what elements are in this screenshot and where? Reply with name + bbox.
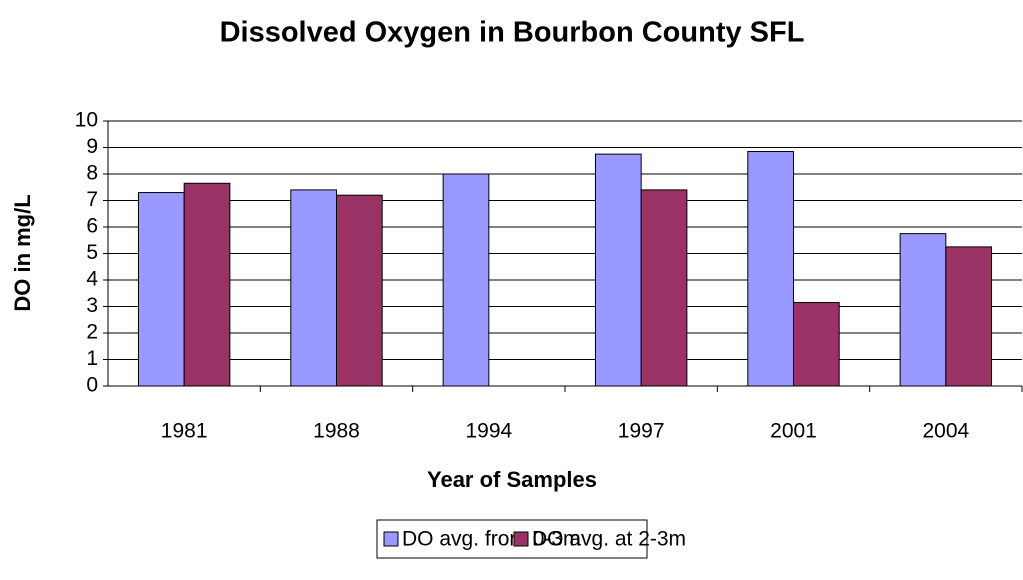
legend-box [376,519,648,559]
bar [290,189,337,387]
y-tick-label: 4 [86,268,98,291]
bar [137,192,185,387]
y-axis-label: DO in mg/L [10,194,35,311]
bar [594,153,642,387]
y-tick-label: 3 [86,294,98,317]
bar [945,246,993,387]
y-tick-label: 8 [86,162,98,185]
y-tick-label: 2 [86,321,98,344]
x-tick-label: 1988 [313,420,360,443]
x-tick-label: 1997 [618,420,665,443]
y-tick-label: 7 [86,188,98,211]
bar [336,194,383,387]
bar [183,182,231,387]
bar [747,150,794,387]
legend-swatch [513,531,529,547]
y-tick-label: 0 [86,374,98,397]
bar [793,302,840,387]
y-tick-label: 6 [86,215,98,238]
bar [640,189,688,387]
bar [899,233,947,387]
x-tick-label: 1994 [465,420,512,443]
bar [442,173,490,387]
x-tick-label: 2001 [770,420,817,443]
y-tick-label: 9 [86,135,98,158]
legend-swatch [383,531,399,547]
chart-title: Dissolved Oxygen in Bourbon County SFL [220,17,805,49]
x-axis-label: Year of Samples [427,467,597,492]
y-tick-label: 5 [86,241,98,264]
legend-label: DO avg. at 2-3m [532,528,686,551]
y-tick-label: 10 [75,109,98,132]
y-tick-label: 1 [86,347,98,370]
legend-label: DO avg. from 0-3m [402,528,581,551]
x-tick-label: 2004 [922,420,969,443]
x-tick-label: 1981 [161,420,208,443]
